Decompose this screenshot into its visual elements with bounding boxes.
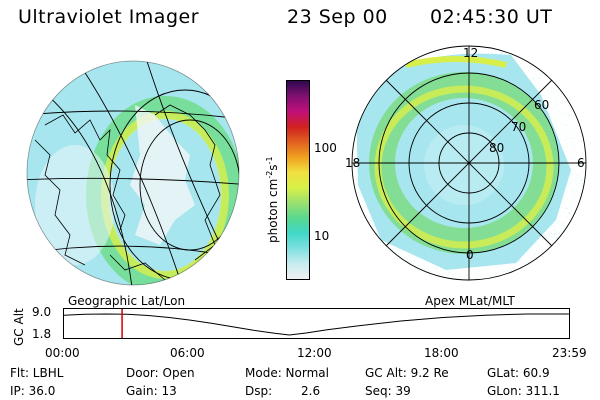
glon-info: GLon: 311.1 <box>487 384 560 398</box>
dsp-label: Dsp: <box>245 384 273 398</box>
timeline-tick-0600: 06:00 <box>170 346 205 360</box>
timeline-tick-2359: 23:59 <box>552 346 587 360</box>
left-panel-label: Geographic Lat/Lon <box>68 294 186 308</box>
mlat-label-60: 60 <box>534 98 550 112</box>
colorbar-unit-label: photon cm-2s-1 <box>265 156 280 243</box>
timeline-axis-label: GC Alt <box>12 308 26 346</box>
date-label: 23 Sep 00 <box>287 6 388 28</box>
mlt-label-0: 0 <box>466 248 474 262</box>
mlt-label-6: 6 <box>577 156 585 170</box>
door-info: Door: Open <box>126 366 195 380</box>
seq-info: Seq: 39 <box>365 384 411 398</box>
mlat-label-80: 80 <box>489 141 505 155</box>
filter-info: Flt: LBHL <box>10 366 64 380</box>
dsp-value: 2.6 <box>301 384 321 398</box>
ip-info: IP: 36.0 <box>10 384 56 398</box>
colorbar-tick-10: 10 <box>314 229 330 243</box>
app-title: Ultraviolet Imager <box>18 6 200 28</box>
timeline-tick-1800: 18:00 <box>424 346 459 360</box>
mlat-label-70: 70 <box>511 120 527 134</box>
mlt-label-18: 18 <box>345 156 361 170</box>
magnetic-polar-image <box>351 45 587 281</box>
time-label: 02:45:30 UT <box>430 6 553 28</box>
colorbar <box>286 80 310 280</box>
timeline-tick-1200: 12:00 <box>297 346 332 360</box>
gcalt-info: GC Alt: 9.2 Re <box>365 366 449 380</box>
colorbar-tick-100: 100 <box>314 141 337 155</box>
gain-info: Gain: 13 <box>126 384 177 398</box>
timeline-ymin: 1.8 <box>32 327 52 341</box>
altitude-timeline <box>63 308 570 339</box>
geographic-auroral-image <box>26 60 240 286</box>
timeline-ymax: 9.0 <box>32 305 52 319</box>
right-panel-label: Apex MLat/MLT <box>425 294 515 308</box>
mlt-label-12: 12 <box>463 46 479 60</box>
timeline-tick-0000: 00:00 <box>45 346 80 360</box>
altitude-curve <box>63 313 569 336</box>
timeline-frame <box>63 308 570 339</box>
mode-info: Mode: Normal <box>245 366 329 380</box>
glat-info: GLat: 60.9 <box>487 366 550 380</box>
